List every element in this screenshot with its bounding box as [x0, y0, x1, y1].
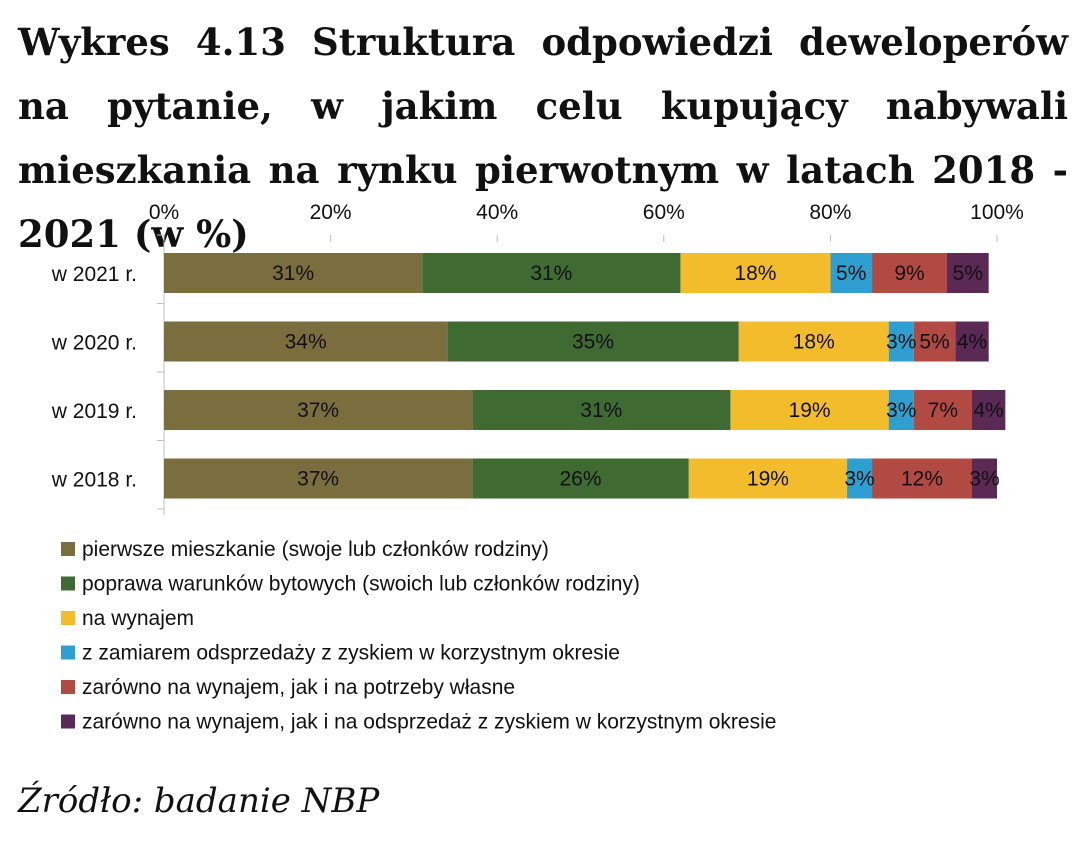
- data-label: 19%: [789, 399, 831, 422]
- y-category-label: w 2021 r.: [51, 263, 137, 286]
- bar-segment: [164, 390, 473, 430]
- x-tick-label: 80%: [809, 201, 851, 224]
- data-label: 3%: [886, 331, 916, 354]
- legend-swatch: [61, 611, 75, 625]
- bar-segment: [847, 458, 873, 499]
- data-label: 18%: [734, 262, 776, 285]
- bar-segment: [472, 390, 731, 430]
- legend-swatch: [61, 542, 75, 556]
- data-label: 3%: [844, 468, 874, 491]
- stacked-bar-chart: 0% 20% 40% 60% 80% 100% w 2021 r. w 2020 r. w 20…: [51, 201, 1024, 734]
- bar-segment: [422, 253, 681, 293]
- x-tick-label: 100%: [970, 201, 1024, 224]
- data-label: 3%: [969, 468, 999, 491]
- data-label: 12%: [901, 468, 943, 491]
- data-label: 26%: [559, 468, 601, 491]
- data-label: 7%: [928, 399, 958, 422]
- legend: pierwsze mieszkanie (swoje lub członków …: [61, 538, 776, 734]
- chart-title: Wykres 4.13 Struktura odpowiedzi dewelop…: [18, 20, 1068, 256]
- data-label: 5%: [953, 262, 983, 285]
- bar-segment: [164, 253, 423, 293]
- data-label: 5%: [919, 331, 949, 354]
- data-label: 4%: [957, 331, 987, 354]
- bar-segment: [872, 458, 973, 499]
- bar-labels: 31% 31% 18% 5% 9% 5%34% 35% 18% 3% 5% 4%37% 31% 19% 3…: [272, 262, 1004, 491]
- bar-segment: [164, 321, 448, 362]
- x-tick-label: 40%: [476, 201, 518, 224]
- y-category-label: w 2020 r.: [51, 332, 137, 355]
- legend-label: na wynajem: [82, 607, 194, 630]
- legend-label: pierwsze mieszkanie (swoje lub członków …: [82, 538, 549, 561]
- bar-segment: [688, 458, 848, 499]
- legend-label: zarówno na wynajem, jak i na potrzeby wł…: [82, 676, 515, 699]
- bar-segment: [972, 390, 1006, 430]
- data-label: 34%: [285, 331, 327, 354]
- bar-segment: [472, 458, 689, 499]
- data-label: 35%: [572, 331, 614, 354]
- x-tick-label: 20%: [310, 201, 352, 224]
- bar-segment: [972, 458, 997, 499]
- bar-segment: [164, 458, 473, 499]
- data-label: 5%: [836, 262, 866, 285]
- y-category-label: w 2019 r.: [51, 400, 137, 423]
- legend-swatch: [61, 645, 75, 660]
- bar-segment: [680, 253, 831, 293]
- legend-label: z zamiarem odsprzedaży z zyskiem w korzy…: [82, 642, 620, 665]
- bar-segment: [913, 390, 973, 430]
- bar-segment: [872, 253, 948, 293]
- y-category-label: w 2018 r.: [51, 469, 137, 492]
- bar-segment: [830, 253, 873, 293]
- bar-segment: [888, 321, 914, 362]
- x-tick-label: 0%: [149, 201, 179, 224]
- data-label: 31%: [272, 262, 314, 285]
- data-label: 31%: [580, 399, 622, 422]
- bar-segment: [447, 321, 739, 362]
- data-label: 31%: [530, 262, 572, 285]
- bar-segment: [955, 321, 989, 362]
- data-label: 18%: [793, 331, 835, 354]
- bar-segment: [888, 390, 914, 430]
- data-label: 37%: [297, 399, 339, 422]
- source-note: Źródło: badanie NBP: [18, 781, 380, 821]
- legend-swatch: [61, 576, 75, 591]
- legend-swatch: [61, 714, 75, 729]
- legend-swatch: [61, 680, 75, 694]
- data-label: 37%: [297, 468, 339, 491]
- bar-segment: [913, 321, 956, 362]
- legend-label: zarówno na wynajem, jak i na odsprzedaż …: [82, 711, 776, 734]
- data-label: 4%: [973, 399, 1003, 422]
- bars: [164, 253, 1006, 499]
- data-label: 3%: [886, 399, 916, 422]
- data-label: 19%: [747, 468, 789, 491]
- x-tick-label: 60%: [643, 201, 685, 224]
- bar-segment: [947, 253, 989, 293]
- bar-segment: [730, 390, 889, 430]
- legend-label: poprawa warunków bytowych (swoich lub cz…: [82, 573, 640, 596]
- bar-segment: [738, 321, 889, 362]
- data-label: 9%: [894, 262, 924, 285]
